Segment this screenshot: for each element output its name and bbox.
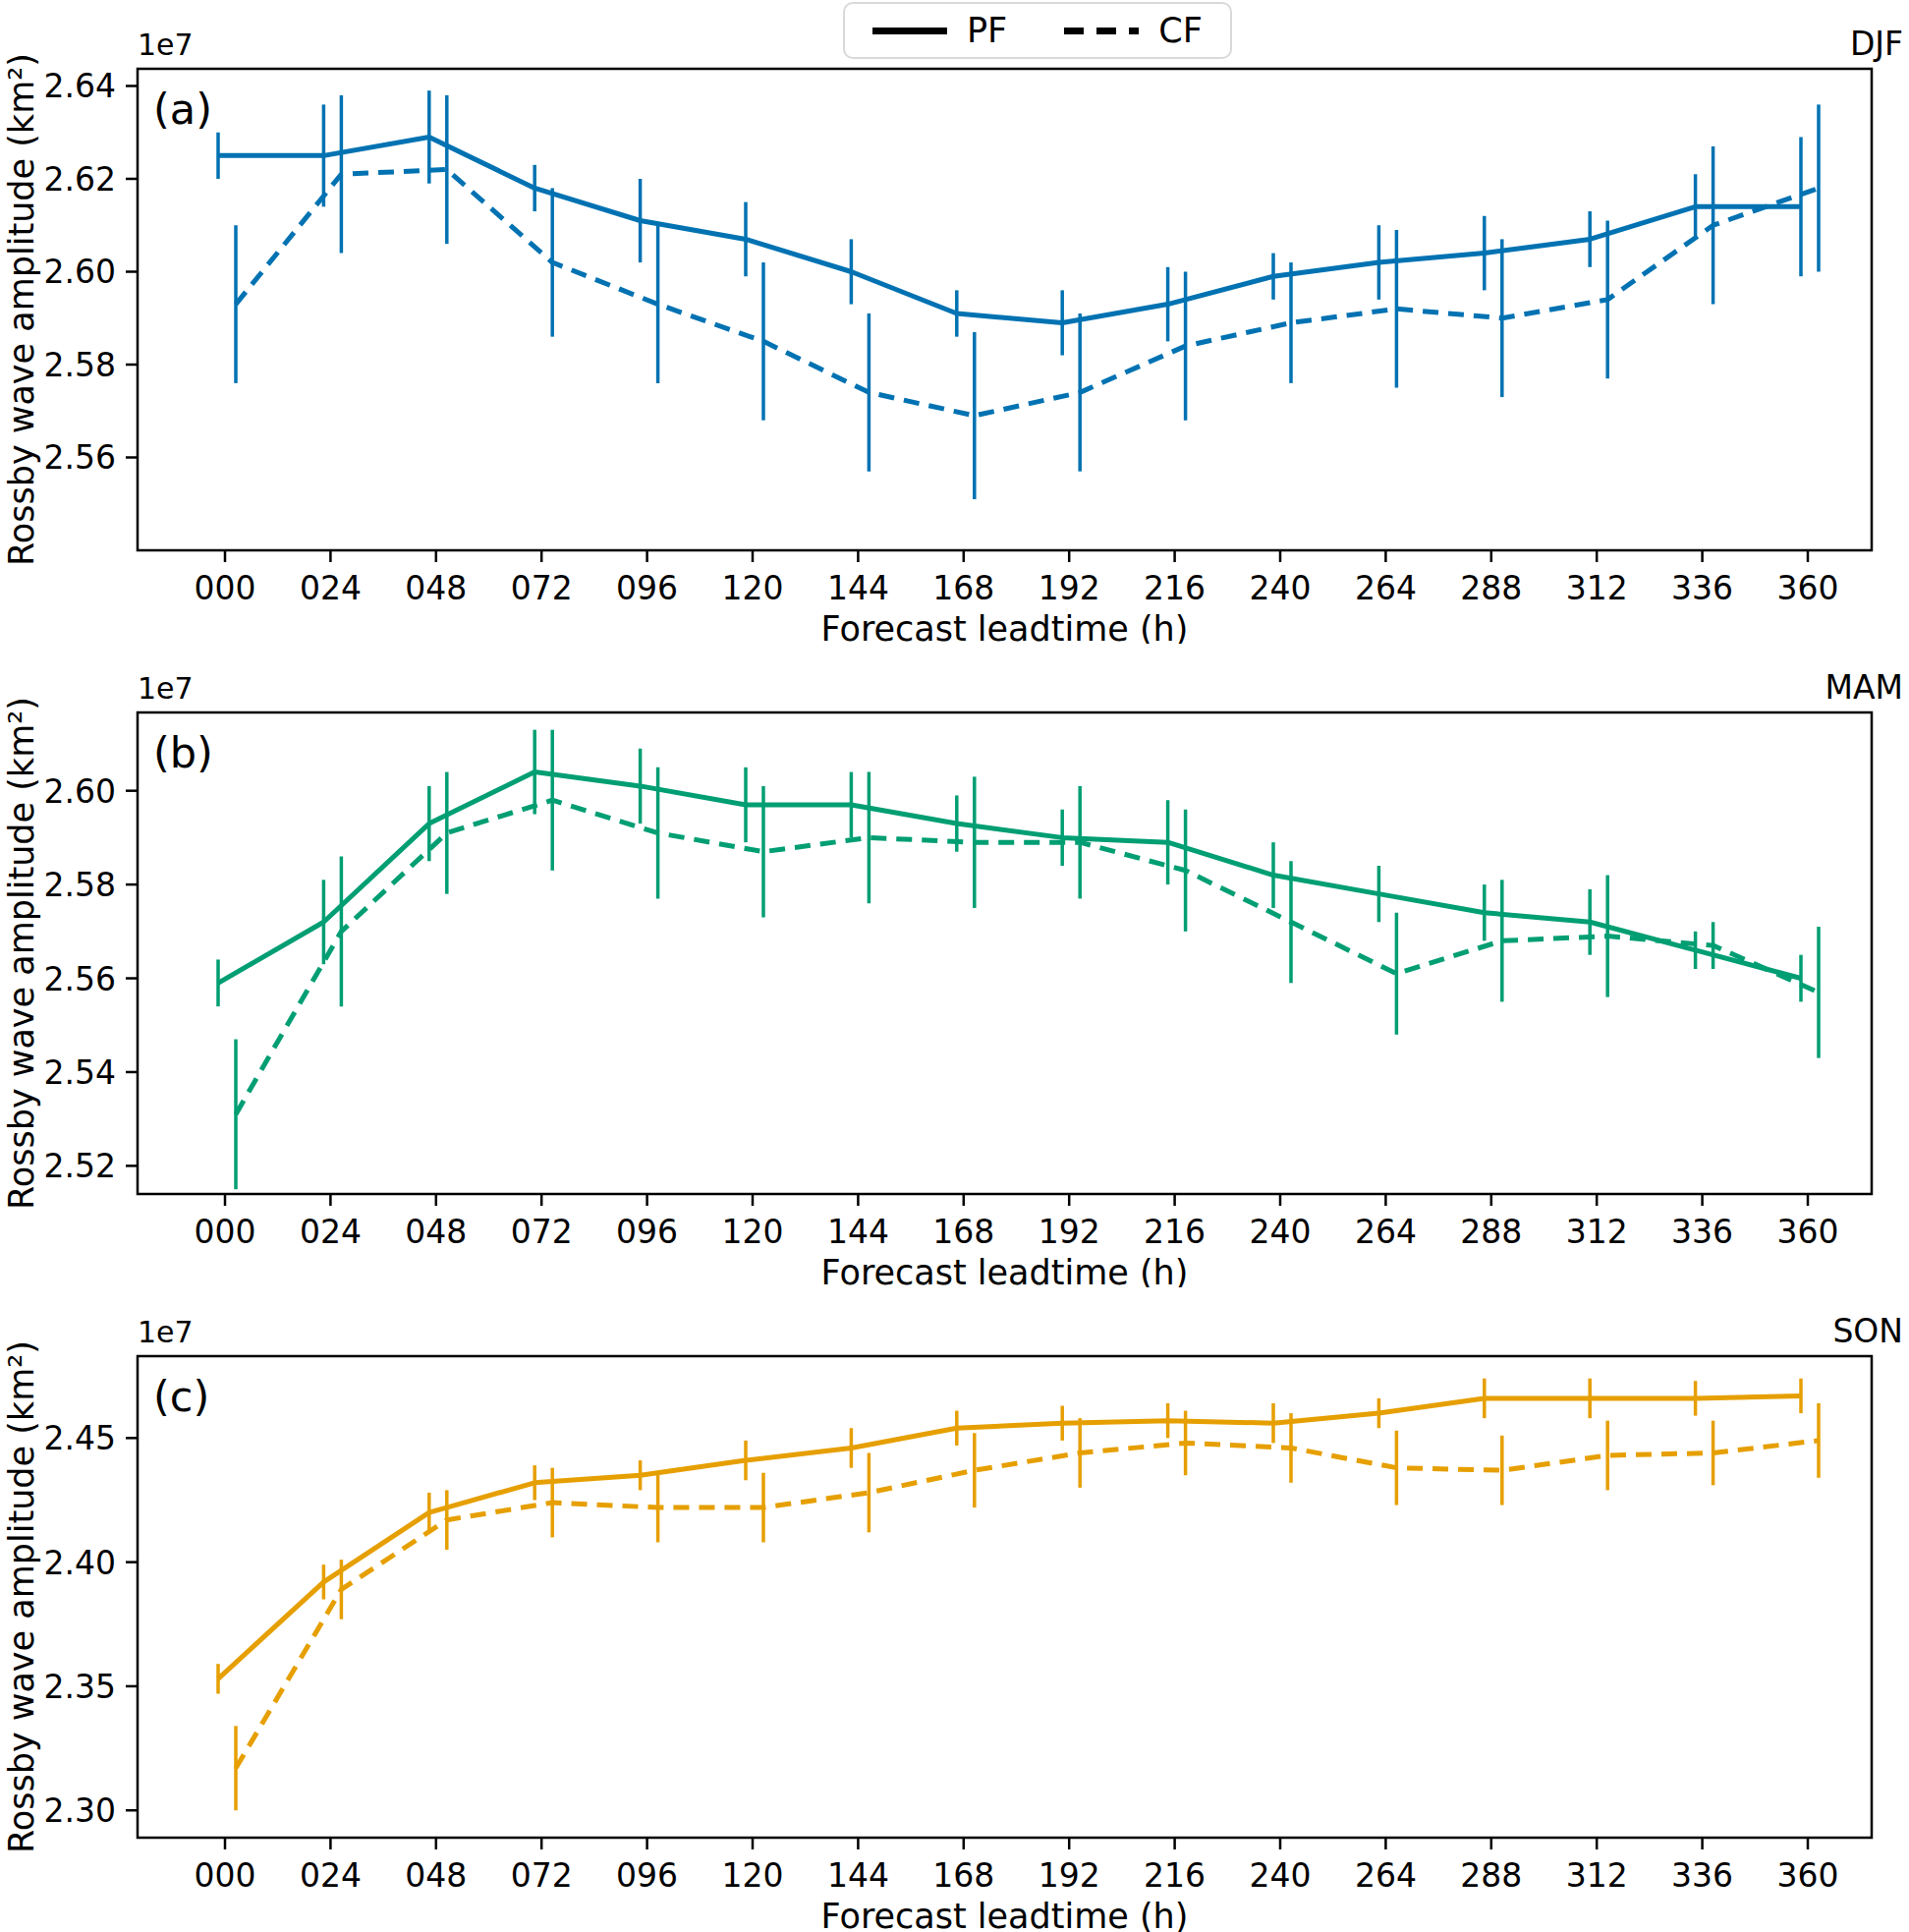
chart-panel-son: 1e7 SON (c) 2.30 2.35 2.40 2.45 000 024 048 072 096…: [0, 1287, 1909, 1932]
y-tick-label: 2.58: [44, 866, 116, 904]
figure-rossby-wave-amplitude: PF CF 1e7 DJF (a) 2.56 2.58 2.60 2.62 2.64 000 02…: [0, 0, 1909, 1932]
x-tick-label: 216: [1144, 569, 1206, 607]
y-axis-label: Rossby wave amplitude (km²): [2, 1340, 41, 1853]
x-tick-label: 192: [1039, 1856, 1100, 1895]
y-tick-label: 2.62: [44, 160, 116, 199]
series-cf-line: [236, 170, 1819, 416]
x-tick-label: 144: [827, 569, 889, 607]
axes-border: [138, 1356, 1872, 1838]
x-tick-label: 264: [1355, 569, 1417, 607]
x-tick-label: 072: [511, 1213, 573, 1251]
y-tick-label: 2.64: [44, 67, 116, 105]
x-tick-label: 192: [1039, 569, 1100, 607]
panel-letter: (a): [153, 85, 212, 134]
x-tick-label: 120: [722, 1213, 784, 1251]
x-tick-label: 360: [1777, 569, 1839, 607]
x-tick-label: 240: [1250, 569, 1312, 607]
x-axis-label: Forecast leadtime (h): [821, 1897, 1189, 1932]
x-tick-label: 096: [616, 1856, 678, 1895]
legend-item-pf: PF: [872, 14, 1007, 48]
y-tick-label: 2.54: [44, 1053, 116, 1092]
y-axis-label: Rossby wave amplitude (km²): [2, 697, 41, 1210]
x-tick-label: 288: [1460, 569, 1522, 607]
chart-panel-djf: 1e7 DJF (a) 2.56 2.58 2.60 2.62 2.64 000 024 048 07…: [0, 0, 1909, 644]
x-axis-label: Forecast leadtime (h): [821, 1253, 1189, 1287]
axes-border: [138, 712, 1872, 1194]
panel-letter: (c): [153, 1372, 209, 1421]
x-tick-label: 240: [1250, 1856, 1312, 1895]
x-tick-label: 168: [932, 1856, 994, 1895]
series-cf-line: [236, 800, 1819, 1114]
x-tick-label: 048: [405, 1213, 467, 1251]
y-tick-label: 2.56: [44, 438, 116, 477]
pf-solid-line-icon: [872, 28, 947, 34]
x-tick-label: 336: [1671, 1213, 1733, 1251]
x-tick-label: 264: [1355, 1213, 1417, 1251]
x-tick-label: 336: [1671, 569, 1733, 607]
x-tick-label: 312: [1566, 1856, 1628, 1895]
x-tick-label: 096: [616, 1213, 678, 1251]
x-tick-label: 120: [722, 569, 784, 607]
series-pf-line: [218, 1395, 1801, 1678]
x-tick-label: 024: [300, 1856, 362, 1895]
chart-panel-mam: 1e7 MAM (b) 2.52 2.54 2.56 2.58 2.60 000 024 048 07…: [0, 644, 1909, 1287]
x-tick-label: 096: [616, 569, 678, 607]
x-tick-label: 120: [722, 1856, 784, 1895]
legend-label-cf: CF: [1158, 14, 1203, 48]
y-axis-offset-label: 1e7: [138, 1315, 194, 1349]
x-tick-label: 144: [827, 1856, 889, 1895]
y-tick-label: 2.58: [44, 346, 116, 384]
y-tick-label: 2.30: [44, 1791, 116, 1830]
season-label: SON: [1832, 1312, 1903, 1350]
y-tick-label: 2.60: [44, 253, 116, 291]
x-tick-label: 024: [300, 569, 362, 607]
x-tick-label: 216: [1144, 1213, 1206, 1251]
x-tick-label: 072: [511, 1856, 573, 1895]
y-tick-label: 2.35: [44, 1668, 116, 1706]
series-pf-line: [218, 137, 1801, 322]
x-axis-label: Forecast leadtime (h): [821, 609, 1189, 644]
x-tick-label: 024: [300, 1213, 362, 1251]
x-tick-label: 048: [405, 1856, 467, 1895]
x-tick-label: 072: [511, 569, 573, 607]
series-pf-line: [218, 772, 1801, 984]
x-tick-label: 264: [1355, 1856, 1417, 1895]
x-tick-label: 240: [1250, 1213, 1312, 1251]
y-tick-label: 2.52: [44, 1147, 116, 1185]
x-tick-label: 168: [932, 1213, 994, 1251]
y-axis-offset-label: 1e7: [138, 28, 194, 62]
season-label: MAM: [1825, 668, 1903, 707]
legend-item-cf: CF: [1064, 14, 1203, 48]
x-tick-label: 312: [1566, 569, 1628, 607]
x-tick-label: 216: [1144, 1856, 1206, 1895]
x-tick-label: 192: [1039, 1213, 1100, 1251]
x-tick-label: 312: [1566, 1213, 1628, 1251]
series-cf-line: [236, 1441, 1819, 1768]
x-tick-label: 360: [1777, 1856, 1839, 1895]
x-tick-label: 000: [195, 1856, 256, 1895]
y-axis-offset-label: 1e7: [138, 671, 194, 706]
x-tick-label: 000: [195, 569, 256, 607]
x-tick-label: 048: [405, 569, 467, 607]
y-tick-label: 2.45: [44, 1419, 116, 1457]
y-tick-label: 2.40: [44, 1544, 116, 1582]
legend: PF CF: [843, 2, 1232, 59]
x-tick-label: 288: [1460, 1213, 1522, 1251]
x-tick-label: 144: [827, 1213, 889, 1251]
season-label: DJF: [1850, 25, 1903, 63]
legend-label-pf: PF: [967, 14, 1007, 48]
y-axis-label: Rossby wave amplitude (km²): [2, 53, 41, 566]
x-tick-label: 360: [1777, 1213, 1839, 1251]
x-tick-label: 168: [932, 569, 994, 607]
x-tick-label: 000: [195, 1213, 256, 1251]
x-tick-label: 288: [1460, 1856, 1522, 1895]
x-tick-label: 336: [1671, 1856, 1733, 1895]
y-tick-label: 2.56: [44, 960, 116, 998]
panel-letter: (b): [153, 728, 213, 777]
cf-dashed-line-icon: [1064, 28, 1139, 34]
y-tick-label: 2.60: [44, 772, 116, 811]
